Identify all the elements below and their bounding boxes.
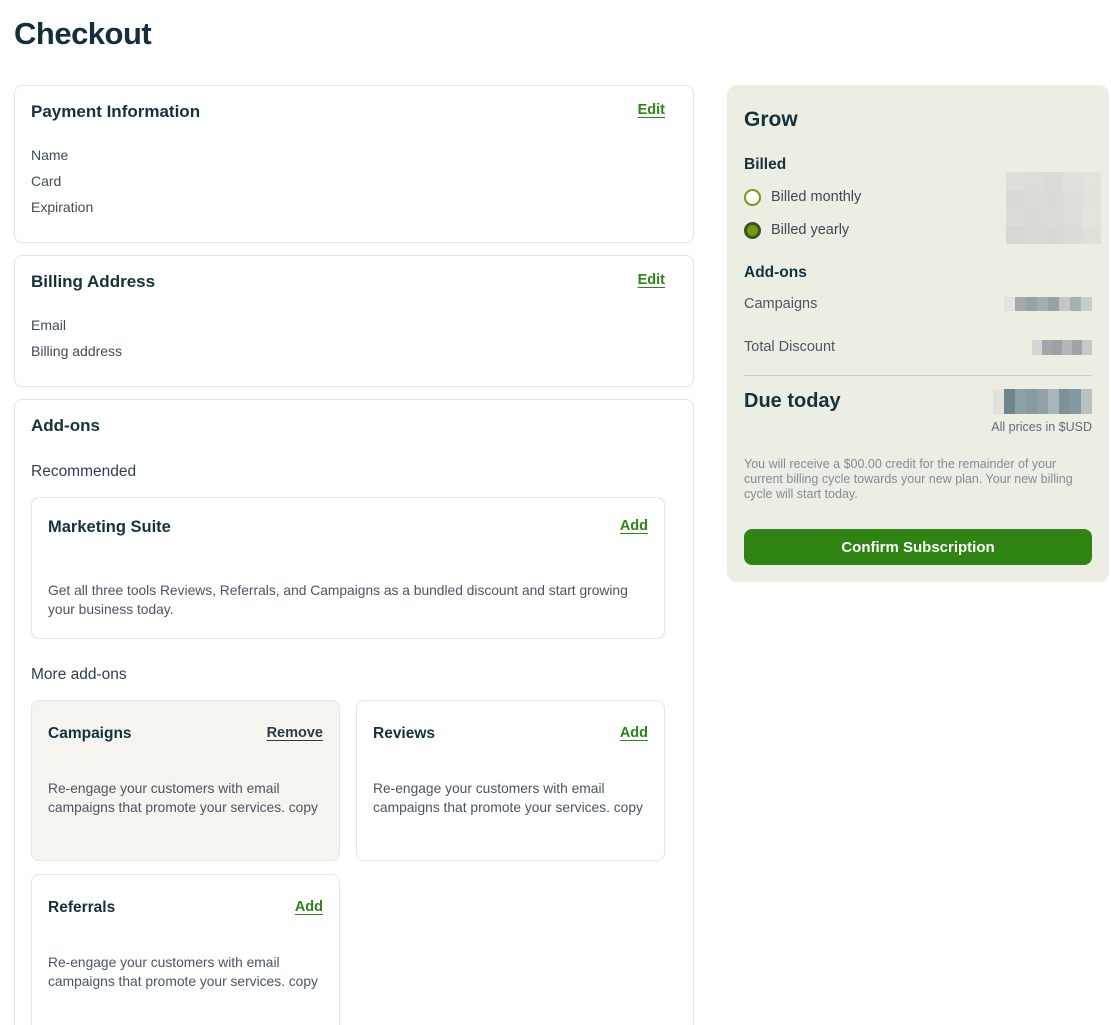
recommended-label: Recommended	[31, 463, 137, 480]
redacted-campaigns-price	[1004, 297, 1092, 311]
payment-field-expiration: Expiration	[31, 199, 94, 215]
summary-line-total-discount: Total Discount	[744, 338, 1092, 356]
radio-billed-yearly-icon[interactable]	[744, 221, 761, 239]
addon-card-reviews: Reviews Add Re-engage your customers wit…	[356, 700, 665, 861]
billing-address-title: Billing Address	[31, 272, 156, 291]
billed-yearly-label: Billed yearly	[771, 222, 850, 238]
redacted-discount-price	[1032, 339, 1092, 355]
confirm-subscription-button[interactable]: Confirm Subscription	[744, 529, 1092, 565]
prices-in-usd-note: All prices in $USD	[991, 420, 1092, 434]
billed-yearly-option[interactable]: Billed yearly	[744, 220, 1092, 240]
marketing-suite-description: Get all three tools Reviews, Referrals, …	[48, 583, 628, 617]
more-addons-label: More add-ons	[31, 666, 127, 683]
reviews-title: Reviews	[373, 725, 436, 742]
page-title: Checkout	[14, 16, 152, 51]
referrals-add-link[interactable]: Add	[294, 899, 323, 915]
billing-edit-link[interactable]: Edit	[637, 272, 665, 288]
radio-billed-monthly-icon[interactable]	[744, 188, 761, 206]
payment-edit-link[interactable]: Edit	[637, 102, 665, 118]
payment-information-card: Payment Information Edit Name Card Expir…	[14, 85, 694, 243]
order-summary-column: Grow Billed Billed monthly Billed yearly…	[727, 85, 1109, 582]
summary-addons-heading: Add-ons	[744, 264, 807, 281]
payment-field-card: Card	[31, 173, 62, 189]
billing-address-card: Billing Address Edit Email Billing addre…	[14, 255, 694, 387]
campaigns-title: Campaigns	[48, 725, 132, 742]
redacted-plan-price	[1006, 172, 1101, 244]
plan-name: Grow	[744, 108, 798, 131]
addons-card: Add-ons Recommended Marketing Suite Add …	[14, 399, 694, 1025]
campaigns-line-label: Campaigns	[744, 296, 818, 312]
marketing-suite-add-link[interactable]: Add	[619, 518, 648, 534]
due-today-label: Due today	[744, 390, 841, 412]
order-summary-card: Grow Billed Billed monthly Billed yearly…	[727, 85, 1109, 582]
billing-field-address: Billing address	[31, 343, 123, 359]
addon-card-campaigns: Campaigns Remove Re-engage your customer…	[31, 700, 340, 861]
checkout-forms-column: Payment Information Edit Name Card Expir…	[14, 85, 694, 1025]
payment-information-title: Payment Information	[31, 102, 201, 121]
billed-heading: Billed	[744, 156, 787, 173]
summary-divider	[744, 375, 1092, 376]
billing-field-email: Email	[31, 317, 67, 333]
reviews-description: Re-engage your customers with email camp…	[373, 781, 643, 815]
addon-card-referrals: Referrals Add Re-engage your customers w…	[31, 874, 340, 1025]
referrals-description: Re-engage your customers with email camp…	[48, 955, 318, 989]
credit-note: You will receive a $00.00 credit for the…	[744, 457, 1073, 501]
total-discount-label: Total Discount	[744, 339, 836, 355]
marketing-suite-title: Marketing Suite	[48, 518, 171, 536]
addons-title: Add-ons	[31, 416, 100, 435]
more-addons-grid: Campaigns Remove Re-engage your customer…	[31, 700, 665, 1025]
referrals-title: Referrals	[48, 899, 116, 916]
billed-monthly-label: Billed monthly	[771, 189, 862, 205]
campaigns-description: Re-engage your customers with email camp…	[48, 781, 318, 815]
reviews-add-link[interactable]: Add	[619, 725, 648, 741]
redacted-due-today-price	[993, 389, 1092, 414]
summary-line-campaigns: Campaigns	[744, 295, 1092, 313]
campaigns-remove-link[interactable]: Remove	[266, 725, 323, 741]
addon-card-marketing-suite: Marketing Suite Add Get all three tools …	[31, 497, 665, 639]
payment-field-name: Name	[31, 147, 69, 163]
billed-monthly-option[interactable]: Billed monthly	[744, 187, 1092, 207]
due-today-row: Due today	[744, 389, 1092, 414]
